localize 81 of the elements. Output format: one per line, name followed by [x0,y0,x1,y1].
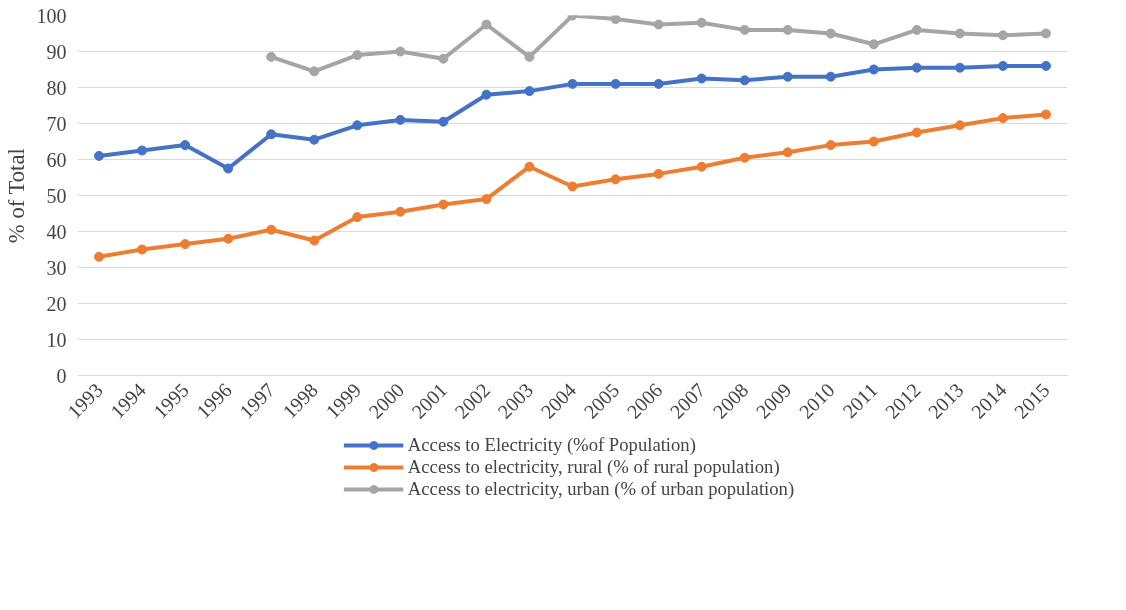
point [610,78,621,89]
point [94,251,105,262]
point [825,28,836,39]
point [782,24,793,35]
point [825,71,836,82]
point [438,116,449,127]
point [395,46,406,57]
point [1040,109,1051,120]
point [266,129,277,140]
point [438,199,449,210]
y-tick-label: 30 [46,256,67,279]
y-tick-label: 60 [46,148,67,171]
point [266,224,277,235]
point [481,194,492,205]
point [696,161,707,172]
point [954,28,965,39]
point [395,206,406,217]
point [395,114,406,125]
x-tick-label: 2011 [838,378,882,423]
y-tick-label: 50 [46,184,67,207]
point [868,39,879,50]
point [911,24,922,35]
point [352,50,363,61]
point [309,134,320,145]
point [739,75,750,86]
point [352,120,363,131]
point [954,120,965,131]
y-tick-label: 90 [46,40,67,63]
point [997,30,1008,41]
y-tick-label: 70 [46,112,67,135]
point [739,152,750,163]
point [524,161,535,172]
legend-label: Access to electricity, urban (% of urban population) [407,478,795,500]
point [911,127,922,138]
point [481,89,492,100]
point [180,140,191,151]
point [352,212,363,223]
point [868,64,879,75]
point [567,78,578,89]
y-tick-label: 100 [36,4,67,27]
point [567,181,578,192]
legend-label: Access to electricity, rural (% of rural population) [407,456,780,478]
point [481,19,492,30]
point [997,113,1008,124]
point [825,140,836,151]
point [180,239,191,250]
y-tick-label: 40 [46,220,67,243]
point [997,60,1008,71]
point [223,233,234,244]
point [610,15,621,25]
y-tick-label: 20 [46,292,67,315]
point [653,168,664,179]
y-axis-title: % of Total [3,148,29,244]
point [94,150,105,161]
point [309,235,320,246]
point [696,17,707,28]
point [266,51,277,62]
point [1040,28,1051,39]
point [438,53,449,64]
legend-label: Access to Electricity (%of Population) [407,434,696,456]
y-tick-label: 80 [46,76,67,99]
point [696,73,707,84]
point [1040,60,1051,71]
point [911,62,922,73]
point [868,136,879,147]
y-tick-label: 10 [46,328,67,351]
point [782,71,793,82]
point [653,19,664,30]
point [223,163,234,174]
point [954,62,965,73]
point [782,147,793,158]
point [309,66,320,77]
point [137,244,148,255]
x-tick-label: 2001 [407,378,452,423]
point [524,51,535,62]
y-tick-label: 0 [56,364,67,387]
point [739,24,750,35]
point [137,145,148,156]
point [524,86,535,97]
point [653,78,664,89]
point [610,174,621,185]
